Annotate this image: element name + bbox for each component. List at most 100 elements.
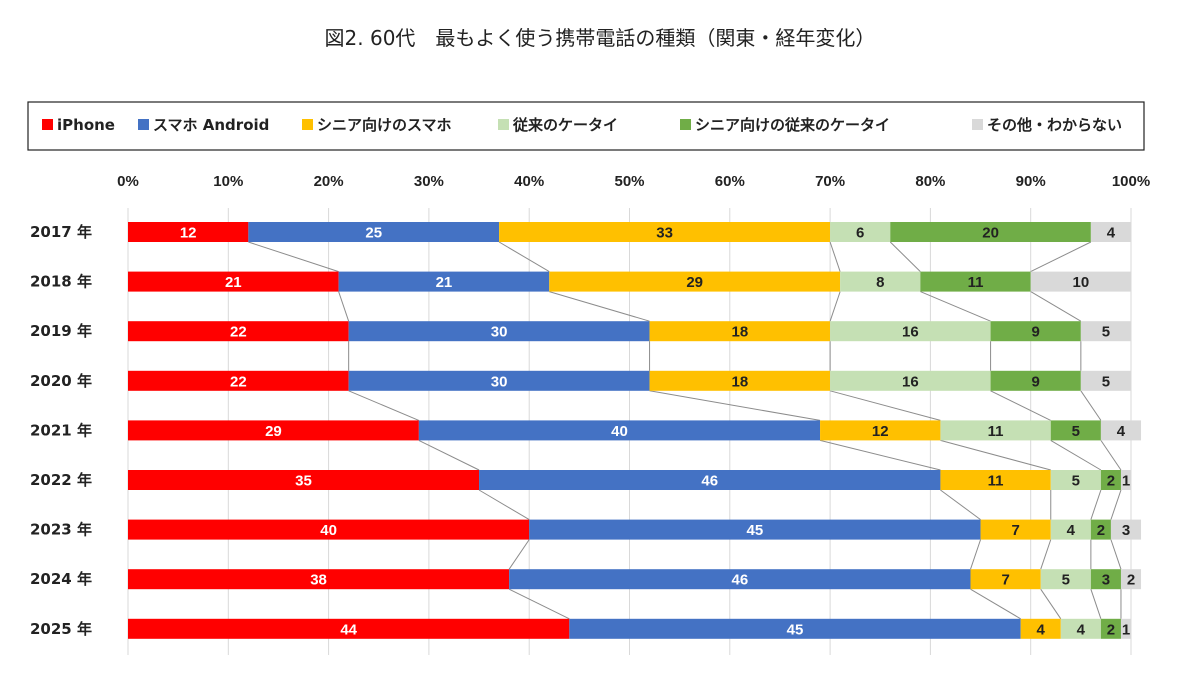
data-label: 4: [1067, 522, 1076, 539]
bar-segment: [1090, 519, 1111, 540]
data-label: 33: [656, 225, 673, 242]
bar-segment: [549, 271, 841, 292]
bar-segment: [128, 569, 510, 590]
connector-line: [1090, 489, 1102, 520]
data-label: 11: [968, 274, 984, 291]
data-label: 12: [180, 225, 197, 242]
connector-line: [649, 390, 821, 421]
data-label: 40: [320, 522, 337, 539]
bar-segment: [128, 370, 349, 391]
connector-line: [549, 291, 650, 322]
data-label: 2: [1107, 621, 1115, 638]
bar-segment: [1120, 618, 1131, 639]
connector-line: [1030, 241, 1092, 273]
legend-swatch: [972, 119, 983, 130]
data-label: 9: [1032, 324, 1040, 341]
data-label: 46: [731, 572, 748, 589]
data-label: 6: [856, 225, 864, 242]
connector-line: [940, 489, 981, 521]
data-label: 45: [747, 522, 764, 539]
data-label: 3: [1122, 522, 1130, 539]
legend-label: 従来のケータイ: [512, 116, 618, 134]
bar-segment: [1120, 569, 1142, 590]
data-label: 35: [295, 473, 312, 490]
connector-line: [819, 439, 941, 471]
x-tick-label: 50%: [614, 173, 644, 190]
category-label: 2025 年: [30, 620, 92, 638]
bar-segment: [1030, 271, 1131, 292]
bar-segment: [649, 370, 831, 391]
bar-segment: [529, 519, 981, 540]
bar-segment: [990, 321, 1081, 342]
bar-segment: [649, 321, 831, 342]
bar-segment: [830, 222, 891, 242]
data-label: 5: [1102, 324, 1110, 341]
connector-lines: [248, 241, 1122, 620]
data-label: 2: [1127, 572, 1135, 589]
category-label: 2019 年: [30, 322, 92, 340]
data-label: 5: [1062, 572, 1070, 589]
data-label: 10: [1073, 274, 1090, 291]
legend-item: シニア向けの従来のケータイ: [680, 116, 890, 134]
legend-swatch: [42, 119, 53, 130]
legend-swatch: [138, 119, 149, 130]
connector-line: [478, 489, 530, 521]
bar-segment: [1120, 470, 1131, 490]
connector-line: [970, 539, 982, 570]
legend-label: シニア向けの従来のケータイ: [695, 116, 890, 134]
legend-item: シニア向けのスマホ: [302, 116, 452, 134]
legend-label: その他・わからない: [987, 116, 1122, 134]
data-label: 1: [1122, 621, 1130, 638]
bar-segment: [820, 420, 941, 441]
data-label: 9: [1032, 373, 1040, 390]
connector-line: [1080, 390, 1102, 421]
bar-segment: [128, 222, 249, 242]
bar-segment: [499, 222, 831, 242]
bar-segment: [940, 420, 1051, 441]
bar-segment: [1080, 321, 1131, 342]
connector-line: [1100, 440, 1122, 471]
bar-segment: [479, 470, 941, 490]
connector-line: [348, 390, 420, 421]
data-label: 20: [982, 225, 999, 242]
bar-segment: [1040, 569, 1091, 590]
data-label: 46: [701, 473, 718, 490]
category-label: 2022 年: [30, 471, 92, 489]
data-label: 4: [1037, 621, 1046, 638]
x-tick-label: 40%: [514, 173, 544, 190]
legend: iPhone スマホ Android シニア向けのスマホ 従来のケータイ シニア向けの従…: [42, 116, 1122, 134]
data-label: 2: [1097, 522, 1105, 539]
bar-segment: [1050, 519, 1091, 540]
data-label: 11: [988, 423, 1004, 440]
bar-segment: [248, 222, 500, 242]
x-tick-label: 100%: [1112, 173, 1150, 190]
legend-item: iPhone: [42, 116, 115, 134]
bars: [128, 222, 1142, 639]
connector-line: [1040, 588, 1062, 620]
bar-segment: [1060, 618, 1101, 639]
data-label: 38: [310, 572, 327, 589]
bar-segment: [1050, 470, 1101, 490]
connector-line: [889, 241, 921, 272]
connector-line: [829, 291, 841, 322]
bar-segment: [569, 618, 1021, 639]
category-label: 2017 年: [30, 223, 92, 241]
data-label: 5: [1072, 423, 1080, 440]
data-label: 29: [265, 423, 282, 440]
bar-segment: [348, 321, 650, 342]
data-label: 7: [1011, 522, 1019, 539]
legend-label: iPhone: [57, 116, 115, 134]
data-label: 29: [686, 274, 703, 291]
bar-segment: [980, 519, 1051, 540]
data-label: 12: [872, 423, 889, 440]
bar-segment: [970, 569, 1041, 590]
data-label: 25: [365, 225, 382, 242]
legend-item: 従来のケータイ: [498, 116, 618, 134]
data-label: 30: [491, 324, 508, 341]
bar-segment: [1110, 519, 1142, 540]
data-label: 18: [731, 324, 748, 341]
category-label: 2021 年: [30, 421, 92, 439]
data-label: 45: [787, 621, 804, 638]
